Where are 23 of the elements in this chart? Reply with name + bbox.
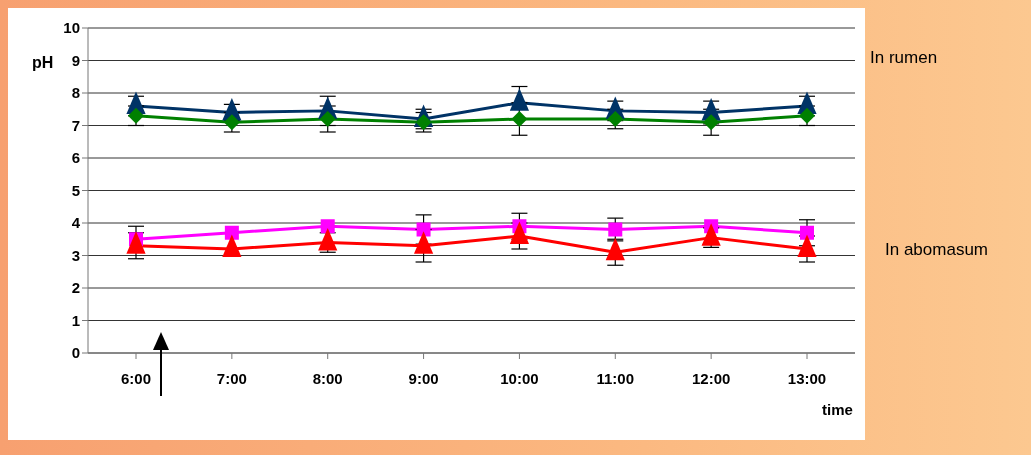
x-tick-label: 10:00 [500,369,539,387]
text: In abomasum [885,240,988,260]
x-tick-label: 12:00 [691,369,731,387]
x-tick-label: 9:00 [408,369,439,387]
x-axis-title: time [822,401,853,418]
x-tick-label: 6:00 [120,369,152,387]
y-tick-label: 5 [71,181,80,199]
y-tick-label: 4 [71,214,81,232]
x-tick-label: 8:00 [312,369,343,387]
y-tick-label: 2 [71,279,80,297]
y-tick-label: 6 [71,149,80,167]
x-tick-label: 7:00 [216,369,247,387]
y-tick-label: 8 [71,84,80,102]
x-tick-label: 13:00 [787,369,827,387]
x-tick-label: 11:00 [596,369,635,387]
y-tick-label: 0 [71,344,80,362]
text: In rumen [870,48,938,68]
y-tick-label: 1 [71,311,80,329]
y-tick-label: 10 [63,19,80,37]
y-tick-label: 3 [71,246,80,264]
y-axis-title: pH [32,54,54,72]
y-tick-label: 9 [71,51,80,69]
y-tick-label: 7 [71,116,80,134]
